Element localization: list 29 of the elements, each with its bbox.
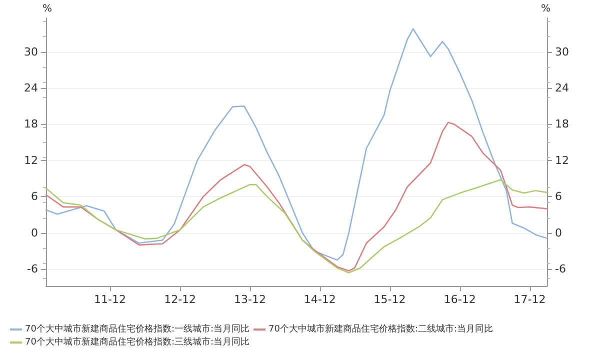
line-series	[45, 179, 548, 274]
x-tick-label: 14-12	[304, 293, 336, 306]
legend-label: 70个大中城市新建商品住宅价格指数:三线城市:当月同比	[25, 336, 250, 348]
legend-label: 70个大中城市新建商品住宅价格指数:一线城市:当月同比	[25, 324, 250, 334]
y2-tick-label: -6	[555, 262, 566, 276]
legend-label: 70个大中城市新建商品住宅价格指数:二线城市:当月同比	[268, 324, 494, 334]
y2-tick-label: 18	[555, 118, 569, 131]
x-tick-label: 16-12	[444, 293, 476, 306]
y2-tick-label: 12	[555, 154, 569, 167]
y-tick-label: 30	[24, 45, 38, 58]
line-series	[45, 122, 548, 272]
x-tick-label: 11-12	[94, 293, 126, 306]
y-tick-label: 18	[24, 118, 38, 131]
y-tick-label: 12	[24, 154, 38, 167]
y2-axis-title: %	[541, 4, 551, 14]
x-tick-label: 15-12	[374, 293, 406, 306]
x-tick-label: 12-12	[164, 293, 196, 306]
y-tick-label: 0	[31, 226, 38, 240]
y-tick-label: 6	[31, 190, 38, 204]
y-tick-label: 24	[24, 82, 38, 95]
x-tick-label: 17-12	[514, 293, 546, 306]
y-axis-title: %	[42, 4, 52, 14]
y2-tick-label: 30	[555, 45, 569, 58]
y2-tick-label: 24	[555, 82, 569, 95]
y-tick-label: -6	[27, 262, 38, 276]
x-tick-label: 13-12	[234, 293, 266, 306]
y2-tick-label: 6	[555, 190, 562, 204]
y2-tick-label: 0	[555, 226, 562, 240]
line-series	[45, 28, 548, 261]
